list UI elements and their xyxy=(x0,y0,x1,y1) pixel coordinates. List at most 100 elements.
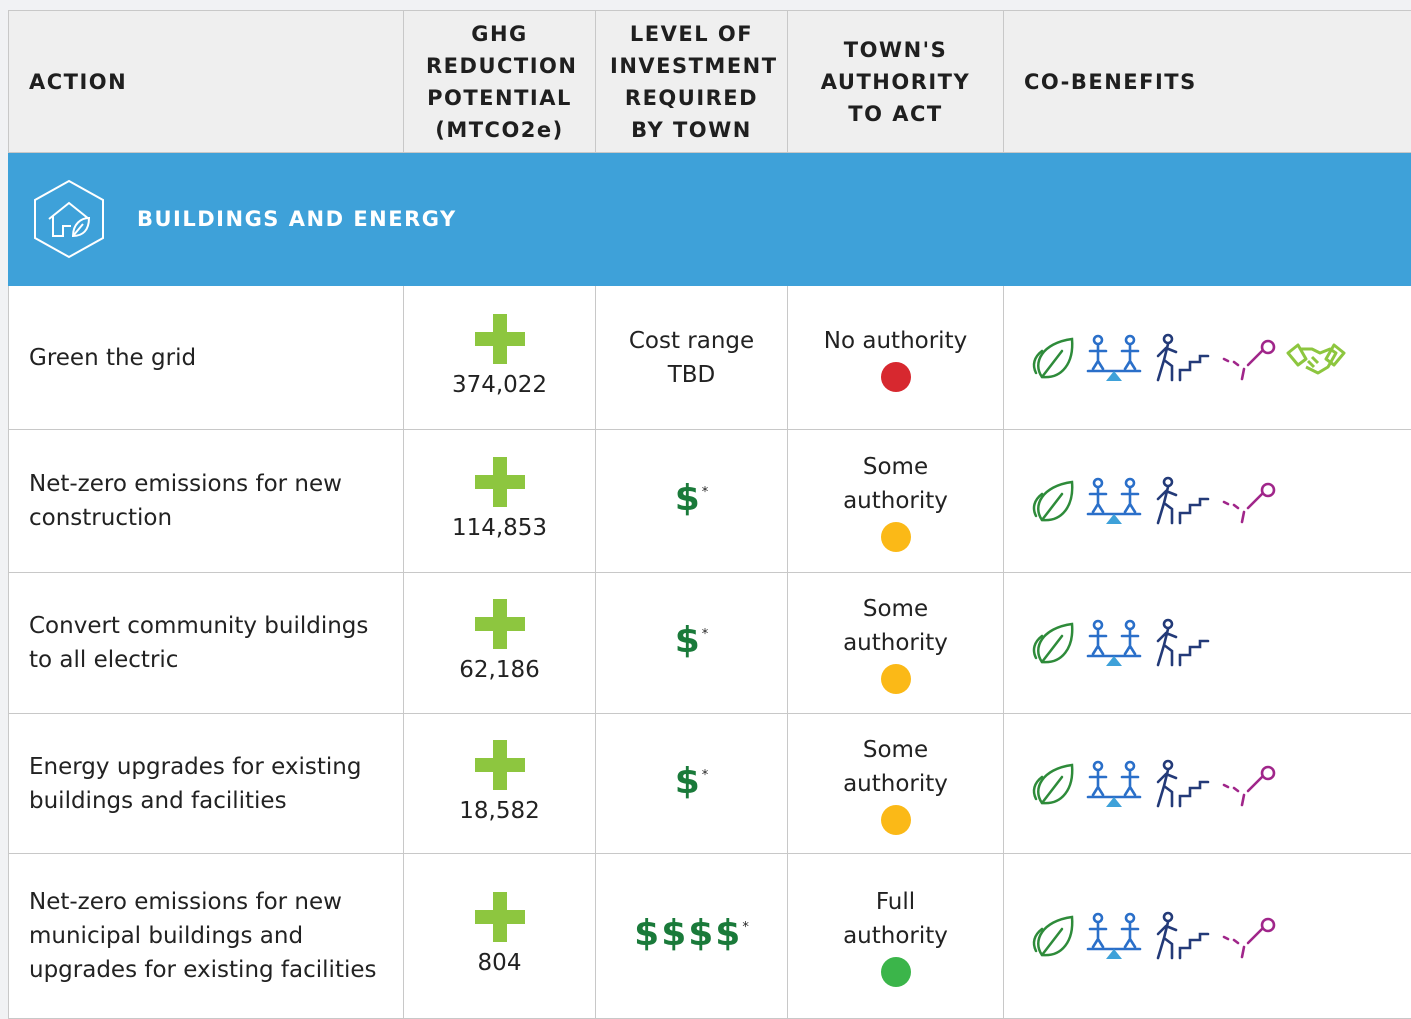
note: * xyxy=(702,627,709,642)
header-cell: ACTION xyxy=(9,11,404,153)
action-text: Convert community buildings to all elect… xyxy=(29,613,368,673)
benefit-icon xyxy=(1028,618,1078,668)
benefit-icon xyxy=(1086,333,1142,383)
authority-cell: Some authority xyxy=(788,573,1004,714)
note: * xyxy=(702,485,709,500)
header-cell: GHG REDUCTION POTENTIAL (MTCO2e) xyxy=(404,11,596,153)
action-cell: Convert community buildings to all elect… xyxy=(9,573,404,714)
investment: $$$$ xyxy=(634,913,742,954)
status-dot xyxy=(881,805,911,835)
ghg-value: 374,022 xyxy=(452,372,547,398)
benefit-icon xyxy=(1218,759,1278,809)
section-content: BUILDINGS AND ENERGY xyxy=(9,179,1411,259)
ghg-value: 114,853 xyxy=(452,515,547,541)
benefit-icon xyxy=(1086,759,1142,809)
investment: $ xyxy=(675,620,702,661)
investment-cell: $* xyxy=(596,714,788,854)
benefits-cell xyxy=(1004,854,1411,1019)
ghg-cell: 374,022 xyxy=(404,286,596,430)
action-cell: Green the grid xyxy=(9,286,404,430)
benefit-icon xyxy=(1086,911,1142,961)
status-dot xyxy=(881,664,911,694)
header-cell: CO-BENEFITS xyxy=(1004,11,1411,153)
authority-cell: No authority xyxy=(788,286,1004,430)
authority-text: Some authority xyxy=(821,450,971,518)
ghg-cell: 18,582 xyxy=(404,714,596,854)
benefit-icon xyxy=(1150,618,1210,668)
action-text: Green the grid xyxy=(29,345,196,371)
plus-icon xyxy=(475,599,525,649)
benefit-icons xyxy=(1004,759,1411,809)
authority-cell: Some authority xyxy=(788,714,1004,854)
authority-text: Full authority xyxy=(821,885,971,953)
benefit-icon xyxy=(1150,333,1210,383)
status-dot xyxy=(881,362,911,392)
action-row: Net-zero emissions for new municipal bui… xyxy=(9,854,1411,1019)
benefits-cell xyxy=(1004,286,1411,430)
investment: $ xyxy=(675,478,702,519)
plus-icon xyxy=(475,892,525,942)
ghg-cell: 114,853 xyxy=(404,430,596,573)
action-cell: Energy upgrades for existing buildings a… xyxy=(9,714,404,854)
authority-cell: Some authority xyxy=(788,430,1004,573)
action-text: Net-zero emissions for new construction xyxy=(29,471,342,531)
section-title: BUILDINGS AND ENERGY xyxy=(137,202,457,236)
benefit-icon xyxy=(1086,476,1142,526)
action-cell: Net-zero emissions for new construction xyxy=(9,430,404,573)
benefit-icons xyxy=(1004,333,1411,383)
authority-text: Some authority xyxy=(821,592,971,660)
investment-cell: $$$$* xyxy=(596,854,788,1019)
section-icon xyxy=(29,179,109,259)
benefit-icon xyxy=(1028,759,1078,809)
investment: Cost range TBD xyxy=(617,324,767,392)
action-row: Green the grid 374,022 Cost range TBD No au… xyxy=(9,286,1411,430)
benefit-icon xyxy=(1150,476,1210,526)
ghg-value: 62,186 xyxy=(459,657,539,683)
ghg-cell: 804 xyxy=(404,854,596,1019)
authority-text: Some authority xyxy=(821,733,971,801)
benefit-icon xyxy=(1150,911,1210,961)
benefit-icon xyxy=(1028,476,1078,526)
benefit-icons xyxy=(1004,911,1411,961)
status-dot xyxy=(881,957,911,987)
action-row: Energy upgrades for existing buildings a… xyxy=(9,714,1411,854)
header-cell: TOWN'S AUTHORITY TO ACT xyxy=(788,11,1004,153)
benefit-icons xyxy=(1004,476,1411,526)
note: * xyxy=(702,768,709,783)
benefit-icon xyxy=(1286,333,1346,383)
benefit-icon xyxy=(1150,759,1210,809)
investment-cell: $* xyxy=(596,430,788,573)
status-dot xyxy=(881,522,911,552)
authority-text: No authority xyxy=(821,324,971,358)
benefit-icon xyxy=(1218,476,1278,526)
investment-cell: Cost range TBD xyxy=(596,286,788,430)
benefits-cell xyxy=(1004,714,1411,854)
benefit-icon xyxy=(1028,333,1078,383)
plus-icon xyxy=(475,457,525,507)
benefit-icons xyxy=(1004,618,1411,668)
action-row: Net-zero emissions for new construction 1… xyxy=(9,430,1411,573)
ghg-cell: 62,186 xyxy=(404,573,596,714)
benefits-cell xyxy=(1004,573,1411,714)
benefit-icon xyxy=(1028,911,1078,961)
action-cell: Net-zero emissions for new municipal bui… xyxy=(9,854,404,1019)
header-row: ACTION GHG REDUCTION POTENTIAL (MTCO2e) … xyxy=(9,11,1411,153)
benefit-icon xyxy=(1218,333,1278,383)
investment: $ xyxy=(675,761,702,802)
plus-icon xyxy=(475,740,525,790)
note: * xyxy=(742,920,749,935)
actions-table: ACTION GHG REDUCTION POTENTIAL (MTCO2e) … xyxy=(8,10,1411,1019)
section-row: BUILDINGS AND ENERGY xyxy=(9,153,1411,286)
action-row: Convert community buildings to all elect… xyxy=(9,573,1411,714)
investment-cell: $* xyxy=(596,573,788,714)
benefits-cell xyxy=(1004,430,1411,573)
benefit-icon xyxy=(1218,911,1278,961)
header-cell: LEVEL OF INVESTMENT REQUIRED BY TOWN xyxy=(596,11,788,153)
benefit-icon xyxy=(1086,618,1142,668)
ghg-value: 18,582 xyxy=(459,798,539,824)
authority-cell: Full authority xyxy=(788,854,1004,1019)
plus-icon xyxy=(475,314,525,364)
action-text: Energy upgrades for existing buildings a… xyxy=(29,754,361,814)
action-text: Net-zero emissions for new municipal bui… xyxy=(29,889,376,983)
